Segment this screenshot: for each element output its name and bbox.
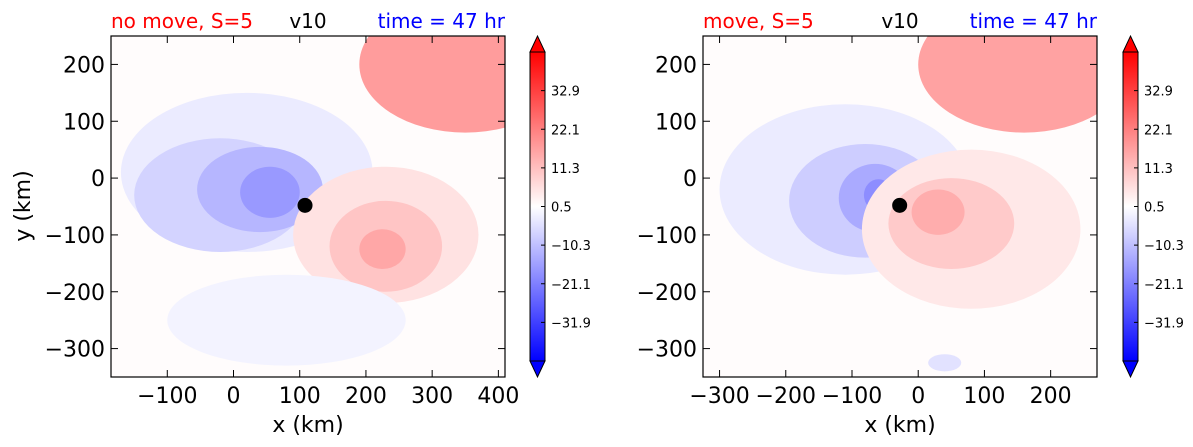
- contour-level-region: [240, 166, 300, 218]
- y-tick-label: −100: [45, 224, 105, 249]
- colorbar-tick-label: 32.9: [551, 85, 580, 100]
- y-tick-label: 0: [683, 167, 697, 192]
- plot-frame: [702, 35, 1098, 378]
- colorbar-tick-label: −21.1: [1144, 278, 1184, 293]
- colorbar-tick-label: 0.5: [1144, 201, 1165, 216]
- y-tick-label: −100: [637, 224, 697, 249]
- x-tick-label: 200: [1030, 384, 1072, 409]
- contour-field: [703, 36, 1097, 377]
- colorbar-tick-label: 0.5: [551, 201, 572, 216]
- contour-level-region: [918, 36, 1097, 133]
- y-tick-label: 0: [91, 167, 105, 192]
- x-tick-label: −300: [689, 384, 749, 409]
- colorbar: 32.9 22.1 11.3 0.5 −10.3 −21.1 −31.9: [529, 34, 591, 379]
- x-tick-label: 100: [279, 384, 321, 409]
- contour-level-region: [359, 36, 505, 133]
- storm-center-marker: [892, 197, 908, 213]
- colorbar-tick-label: −10.3: [551, 239, 591, 254]
- panel-title-right: time = 47 hr: [970, 9, 1098, 33]
- x-tick-label: 200: [345, 384, 387, 409]
- panel-title-left: no move, S=5: [111, 9, 253, 33]
- panel-title-left: move, S=5: [703, 9, 814, 33]
- x-axis: −100 0 100 200 300 400: [137, 36, 519, 409]
- x-tick-label: 100: [963, 384, 1005, 409]
- x-tick-label: −200: [756, 384, 816, 409]
- panel-title-center: v10: [881, 9, 918, 33]
- colorbar-tick-label: 11.3: [551, 162, 580, 177]
- contour-level-region: [359, 229, 406, 270]
- x-tick-label: 0: [911, 384, 925, 409]
- contour-level-region: [167, 274, 406, 366]
- y-axis-label: y (km): [11, 170, 36, 241]
- colorbar-tick-label: −31.9: [1144, 316, 1184, 331]
- panel-move: move, S=5 v10 time = 47 hr −300 −200 −100 0…: [637, 9, 1184, 438]
- x-tick-label: 300: [411, 384, 453, 409]
- colorbar-extend-min: [529, 360, 546, 379]
- panel-no-move: no move, S=5 v10 time = 47 hr −100 0 100 20…: [11, 9, 591, 438]
- colorbar-tick-label: 22.1: [1144, 123, 1173, 138]
- colorbar-extend-max: [1122, 34, 1139, 53]
- x-tick-label: −100: [822, 384, 882, 409]
- colorbar: 32.9 22.1 11.3 0.5 −10.3 −21.1 −31.9: [1122, 34, 1184, 379]
- y-tick-label: 100: [655, 110, 697, 135]
- y-tick-label: −200: [637, 281, 697, 306]
- y-tick-label: −200: [45, 281, 105, 306]
- x-axis-label: x (km): [864, 413, 935, 438]
- x-tick-label: 400: [477, 384, 519, 409]
- y-tick-label: −300: [45, 338, 105, 363]
- contour-level-region: [911, 189, 965, 235]
- x-axis-label: x (km): [272, 413, 343, 438]
- x-tick-label: 0: [227, 384, 241, 409]
- colorbar-extend-max: [529, 34, 546, 53]
- panel-title-center: v10: [289, 9, 326, 33]
- x-tick-label: −100: [137, 384, 197, 409]
- y-tick-label: 100: [63, 110, 105, 135]
- colorbar-tick-label: 22.1: [551, 123, 580, 138]
- x-axis: −300 −200 −100 0 100 200: [689, 36, 1072, 409]
- colorbar-tick-label: −21.1: [551, 278, 591, 293]
- colorbar-extend-min: [1122, 360, 1139, 379]
- colorbar-tick-label: 11.3: [1144, 162, 1173, 177]
- contour-field: [111, 36, 505, 377]
- storm-center-marker: [297, 197, 313, 213]
- colorbar-tick-label: −10.3: [1144, 239, 1184, 254]
- y-axis: 200 100 0 −100 −200 −300: [637, 53, 1097, 363]
- y-tick-label: 200: [655, 53, 697, 78]
- y-tick-label: −300: [637, 338, 697, 363]
- plot-frame: [110, 35, 506, 378]
- contour-level-region: [928, 354, 962, 372]
- colorbar-tick-label: 32.9: [1144, 85, 1173, 100]
- y-tick-label: 200: [63, 53, 105, 78]
- y-axis: 200 100 0 −100 −200 −300: [45, 53, 505, 363]
- panel-title-right: time = 47 hr: [378, 9, 506, 33]
- colorbar-tick-label: −31.9: [551, 316, 591, 331]
